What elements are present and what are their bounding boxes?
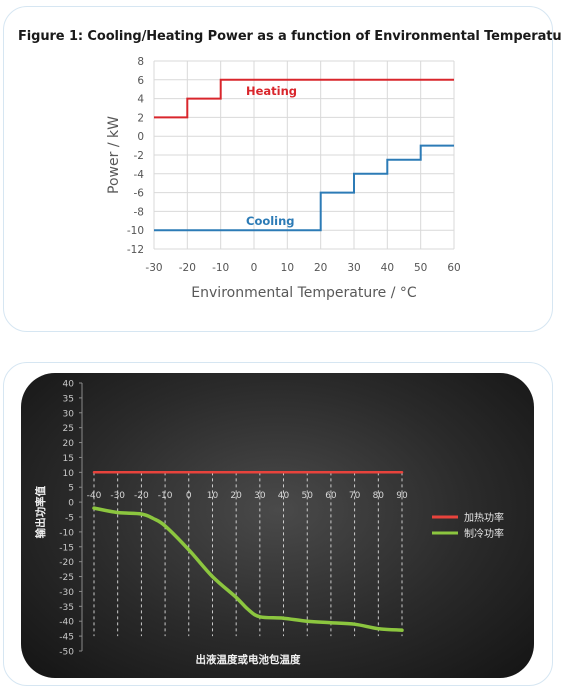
chart2-y-tick-label: 20 — [63, 439, 75, 449]
chart2-y-tick-label: 10 — [63, 469, 75, 479]
chart1-x-tick-label: -10 — [212, 262, 229, 274]
chart1-y-tick-label: -10 — [127, 225, 144, 237]
chart2-x-tick-label: 60 — [325, 491, 337, 501]
chart1-y-tick-label: 0 — [137, 131, 144, 143]
chart1-x-tick-label: 30 — [347, 262, 360, 274]
chart2-x-tick-label: 90 — [396, 491, 408, 501]
chart2-y-tick-label: -5 — [65, 514, 74, 524]
chart2-y-tick-label: 30 — [63, 409, 75, 419]
chart2-svg: 4035302520151050-5-10-15-20-25-30-35-40-… — [34, 380, 504, 667]
chart1-x-tick-label: 50 — [414, 262, 427, 274]
chart1-x-tick-label: 10 — [281, 262, 294, 274]
chart2-y-tick-label: 40 — [63, 380, 75, 390]
chart2-x-tick-label: 50 — [302, 491, 314, 501]
chart2-y-tick-label: -25 — [59, 573, 74, 583]
chart2-y-tick-label: -45 — [59, 633, 74, 643]
chart1-x-tick-label: 0 — [251, 262, 258, 274]
chart1-x-axis-label: Environmental Temperature / °C — [191, 285, 417, 301]
figure2-card: 40 35 30 25 20 15 10 5 0 -5 -10 -15 -20 -25 -30 -35 -40-… — [3, 362, 553, 686]
chart2-y-tick-label: 5 — [68, 484, 74, 494]
chart2-series-line — [92, 506, 404, 632]
chart1-y-tick-label: 2 — [137, 112, 144, 124]
chart1-title: Figure 1: Cooling/Heating Power as a fun… — [18, 29, 561, 44]
chart1-y-tick-label: 6 — [137, 75, 144, 87]
chart2-x-tick-label: 10 — [207, 491, 219, 501]
chart1-x-tick-label: -30 — [145, 262, 162, 274]
chart2-x-tick-label: 20 — [230, 491, 242, 501]
chart2-x-axis-label: 出液温度或电池包温度 — [196, 653, 301, 666]
chart2-legend-label: 加热功率 — [464, 511, 504, 524]
chart1-x-tick-label: 60 — [447, 262, 460, 274]
chart1-x-tick-label: 40 — [381, 262, 394, 274]
chart1-series-label: Cooling — [246, 214, 295, 228]
chart2-y-tick-label: 0 — [68, 499, 74, 509]
chart2-y-tick-label: -10 — [59, 528, 74, 538]
chart1-y-tick-label: -4 — [134, 169, 145, 181]
chart2-background — [21, 373, 534, 678]
chart2-y-tick-label: 25 — [63, 424, 74, 434]
chart1-y-tick-label: -2 — [134, 150, 144, 162]
chart1-y-tick-label: 8 — [137, 56, 144, 68]
chart2-y-tick-label: -15 — [59, 543, 74, 553]
chart1-x-tick-label: 20 — [314, 262, 327, 274]
chart1-series-label: Heating — [246, 84, 297, 98]
chart2-x-tick-label: 30 — [254, 491, 266, 501]
chart1-y-tick-label: -12 — [127, 244, 144, 256]
chart2-y-tick-label: -50 — [59, 648, 74, 658]
chart2-x-tick-label: -10 — [158, 491, 173, 501]
chart2-x-tick-label: -30 — [110, 491, 125, 501]
chart2-x-tick-label: 40 — [278, 491, 290, 501]
chart2-x-tick-label: -20 — [134, 491, 149, 501]
chart1-y-tick-label: 4 — [137, 94, 144, 106]
chart2-y-tick-label: -20 — [59, 558, 74, 568]
chart2-legend-label: 制冷功率 — [464, 527, 504, 540]
chart2-y-tick-label: -30 — [59, 588, 74, 598]
chart2-x-tick-label: -40 — [87, 491, 102, 501]
chart1-x-tick-label: -20 — [179, 262, 196, 274]
chart2-x-tick-label: 80 — [373, 491, 385, 501]
chart1-y-tick-label: -8 — [134, 206, 144, 218]
chart1-y-axis-label: Power / kW — [106, 116, 122, 194]
chart2-y-axis-label: 输出功率值 — [34, 485, 47, 538]
chart2-y-tick-label: 15 — [63, 454, 74, 464]
chart2-x-tick-label: 70 — [349, 491, 361, 501]
chart2-x-tick-label: 0 — [186, 491, 192, 501]
figure1-card: Figure 1: Cooling/Heating Power as a fun… — [3, 6, 561, 332]
chart1-series-cooling-line — [154, 144, 454, 232]
chart2-y-tick-label: 35 — [63, 394, 74, 404]
chart1-series-heating-line — [154, 78, 454, 119]
chart2-y-tick-label: -40 — [59, 618, 74, 628]
chart1-y-tick-label: -6 — [134, 188, 145, 200]
chart2-y-tick-label: -35 — [59, 603, 74, 613]
